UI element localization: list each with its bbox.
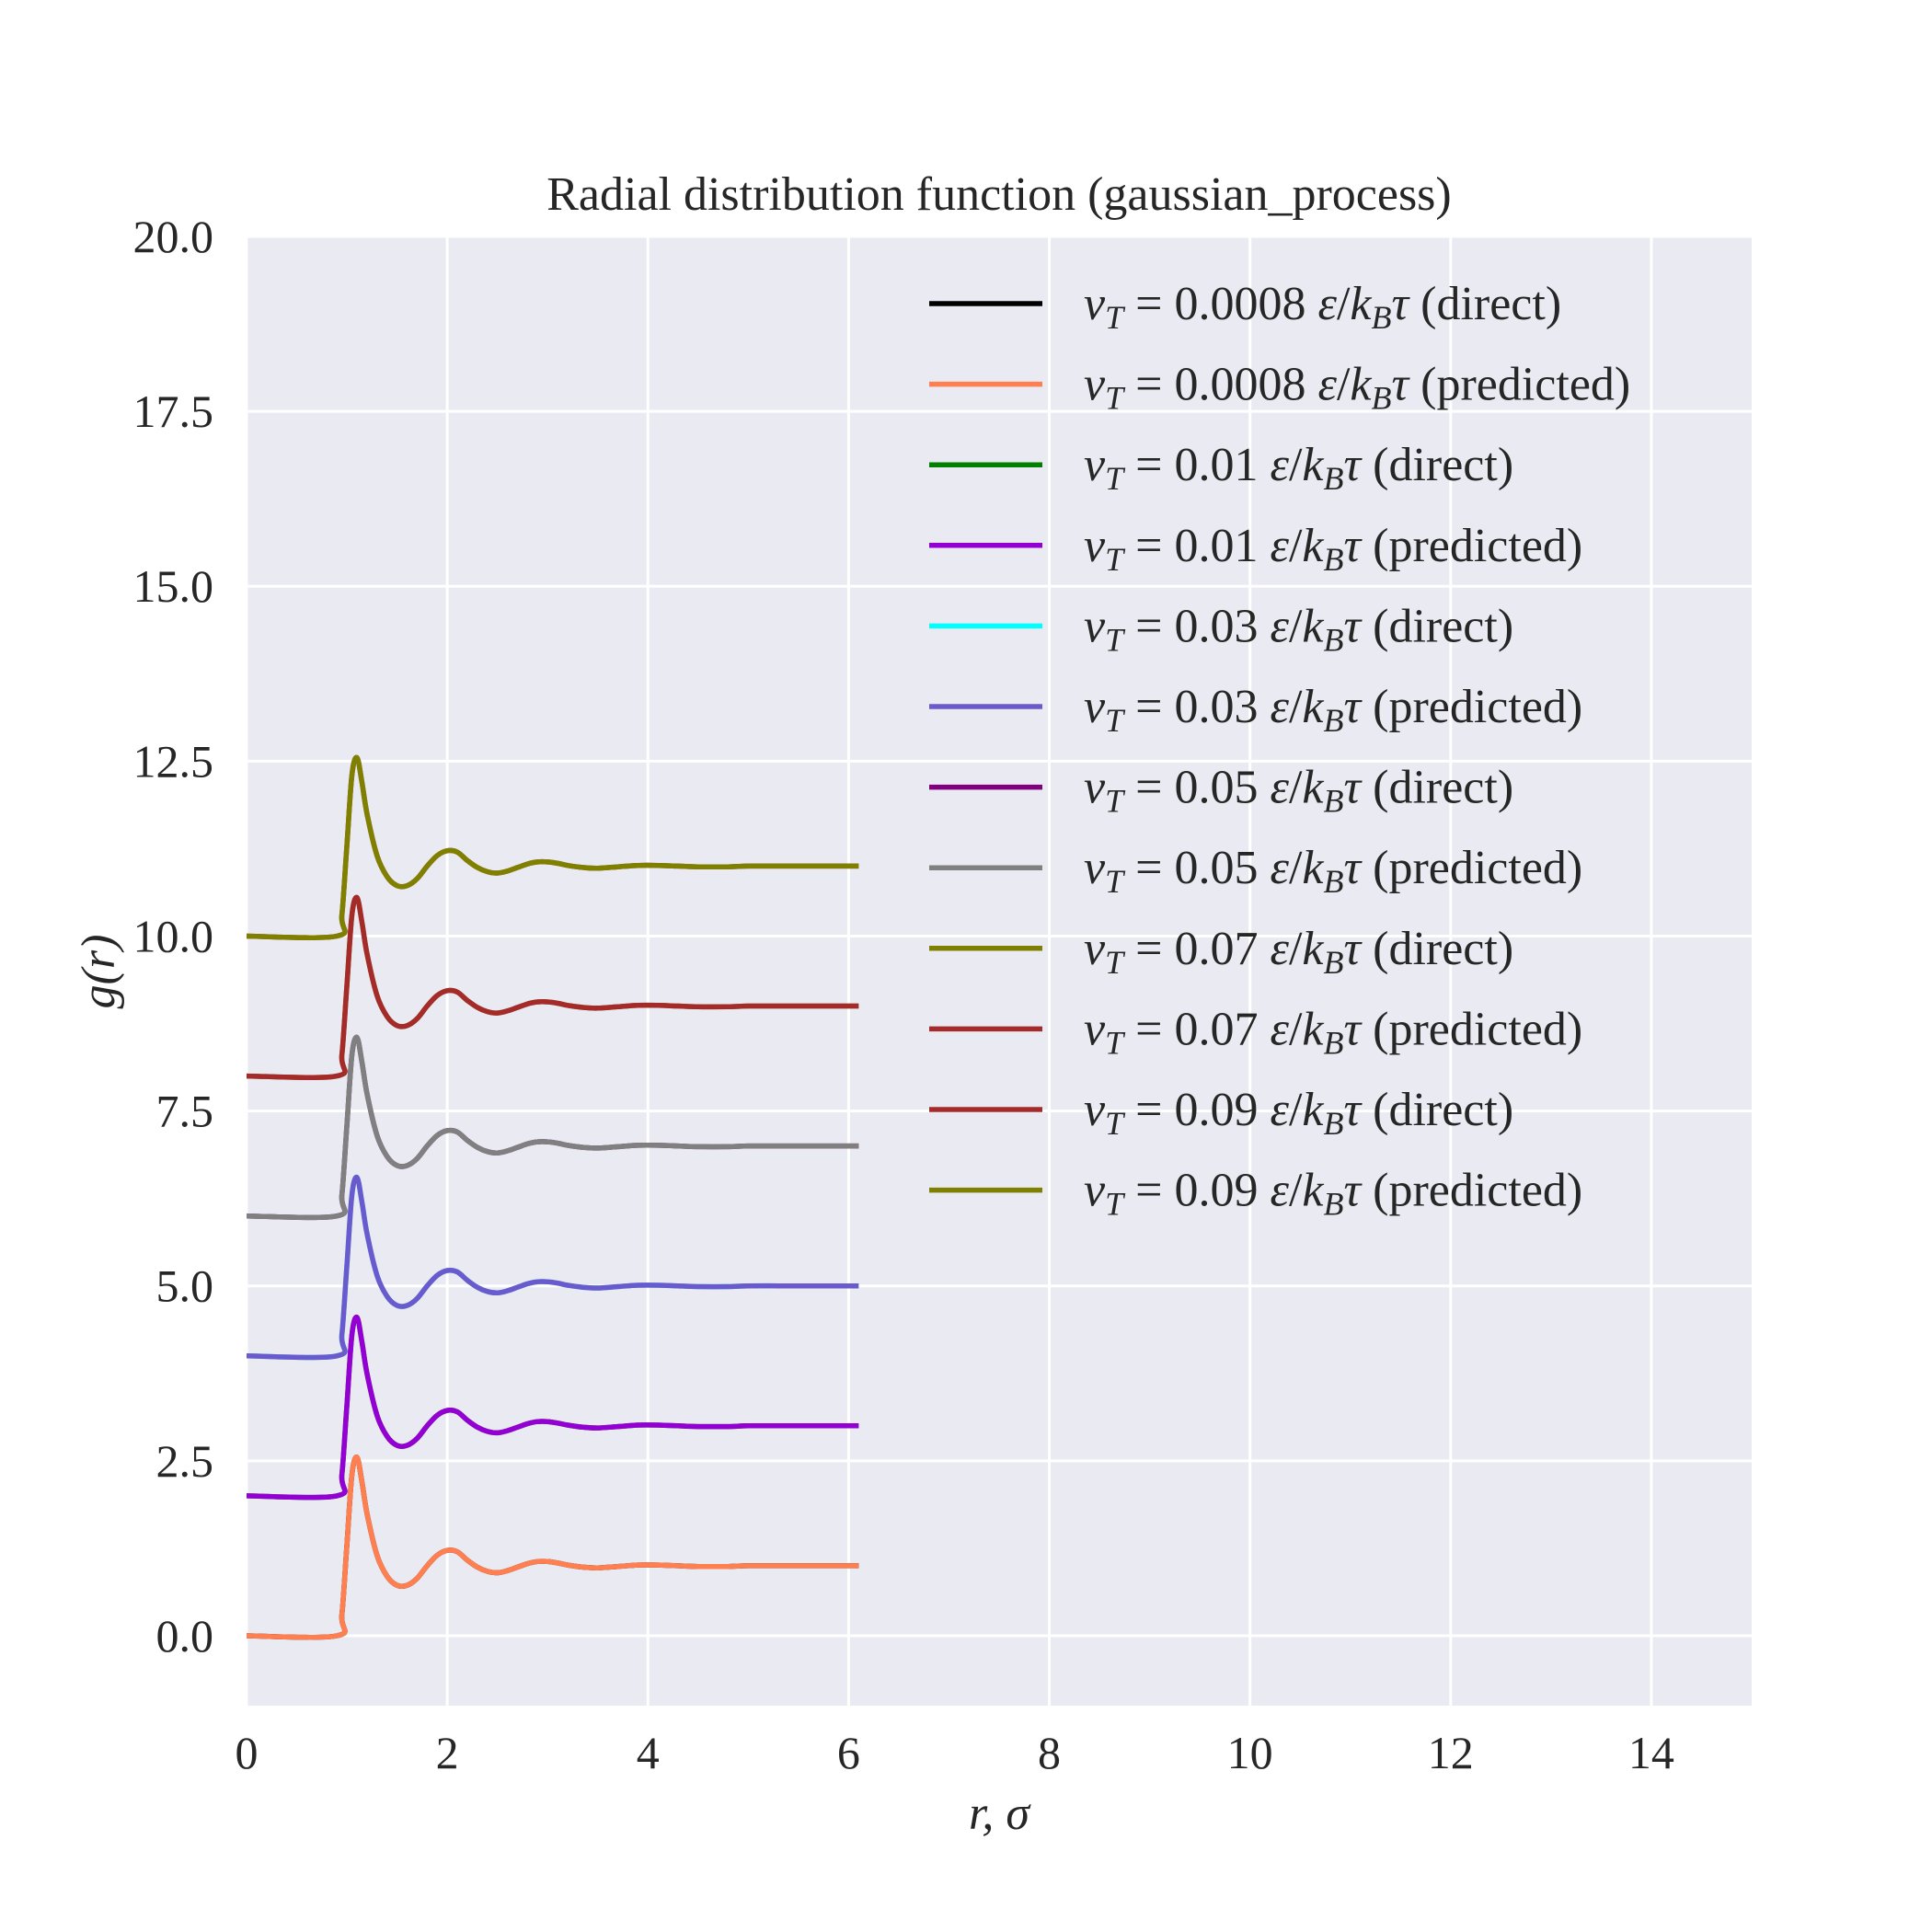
y-tick-labels: 0.0 2.5 5.0 7.5 10.0 12.5 15.0 17.5 20.0 (133, 211, 214, 1662)
legend-entry: vT = 0.05 ε/kBτ (predicted) (1084, 842, 1582, 900)
x-tick-label: 8 (1038, 1727, 1061, 1778)
x-tick-label: 10 (1227, 1727, 1273, 1778)
series-line (246, 754, 859, 940)
x-tick-label: 14 (1628, 1727, 1674, 1778)
legend-entry: vT = 0.07 ε/kBτ (predicted) (1084, 1003, 1582, 1061)
series-line (246, 894, 859, 1081)
x-axis-label: r, σ (969, 1788, 1031, 1840)
series-line (246, 1455, 859, 1640)
y-tick-label: 2.5 (156, 1435, 214, 1487)
legend-entry: vT = 0.03 ε/kBτ (direct) (1084, 600, 1513, 658)
legend-entry: vT = 0.03 ε/kBτ (predicted) (1084, 681, 1582, 739)
legend-entry: vT = 0.01 ε/kBτ (direct) (1084, 439, 1513, 497)
series-lines (246, 754, 859, 1640)
y-tick-label: 17.5 (133, 385, 214, 437)
y-tick-label: 15.0 (133, 560, 214, 612)
series-line (246, 1314, 859, 1501)
legend-entry: vT = 0.09 ε/kBτ (predicted) (1084, 1165, 1582, 1223)
legend-entry: vT = 0.0008 ε/kBτ (direct) (1084, 278, 1561, 336)
y-tick-label: 12.5 (133, 735, 214, 787)
x-tick-label: 12 (1428, 1727, 1474, 1778)
chart-title: Radial distribution function (gaussian_p… (546, 168, 1451, 221)
x-tick-label: 6 (837, 1727, 860, 1778)
legend-entry: vT = 0.0008 ε/kBτ (predicted) (1084, 359, 1630, 417)
legend-entry: vT = 0.01 ε/kBτ (predicted) (1084, 520, 1582, 578)
y-tick-label: 7.5 (156, 1086, 214, 1137)
y-axis-label: g(r) (73, 935, 125, 1009)
y-tick-label: 0.0 (156, 1610, 214, 1662)
plot-background (247, 236, 1752, 1706)
series-line (246, 1174, 859, 1361)
x-tick-label: 2 (436, 1727, 459, 1778)
x-tick-label: 4 (637, 1727, 660, 1778)
y-tick-label: 10.0 (133, 910, 214, 961)
y-tick-label: 5.0 (156, 1260, 214, 1312)
legend-entry: vT = 0.05 ε/kBτ (direct) (1084, 762, 1513, 820)
grid-lines (245, 235, 1752, 1706)
series-line (246, 1034, 859, 1221)
x-tick-label: 0 (236, 1727, 259, 1778)
x-tick-labels: 0 2 4 6 8 10 12 14 (236, 1727, 1674, 1778)
legend-entry: vT = 0.07 ε/kBτ (direct) (1084, 923, 1513, 981)
y-tick-label: 20.0 (133, 211, 214, 262)
legend: vT = 0.0008 ε/kBτ (direct) vT = 0.0008 ε/… (929, 278, 1630, 1223)
legend-entry: vT = 0.09 ε/kBτ (direct) (1084, 1084, 1513, 1142)
